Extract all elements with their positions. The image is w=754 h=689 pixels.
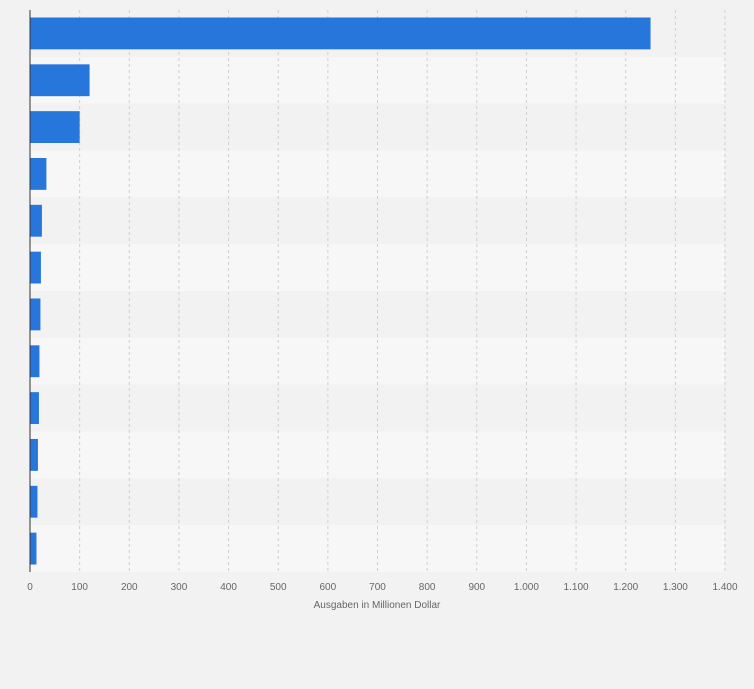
- x-tick-label: 1.100: [564, 582, 589, 593]
- x-tick-label: 1.000: [514, 582, 539, 593]
- x-tick-label: 1.300: [663, 582, 688, 593]
- x-tick-label: 1.400: [712, 582, 737, 593]
- x-tick-label: 500: [270, 582, 287, 593]
- x-axis-title: Ausgaben in Millionen Dollar: [314, 600, 441, 611]
- x-tick-label: 300: [171, 582, 188, 593]
- x-tick-label: 100: [71, 582, 88, 593]
- bars: [30, 17, 651, 565]
- x-tick-label: 600: [320, 582, 337, 593]
- bar: [30, 345, 40, 378]
- bar: [30, 392, 39, 425]
- x-tick-label: 0: [27, 582, 33, 593]
- bar: [30, 111, 80, 144]
- x-tick-label: 1.200: [613, 582, 638, 593]
- bar: [30, 438, 38, 471]
- gridlines: [79, 10, 726, 572]
- bar: [30, 485, 38, 518]
- x-tick-label: 700: [369, 582, 386, 593]
- x-tick-label: 900: [468, 582, 485, 593]
- x-tick-label: 200: [121, 582, 138, 593]
- bar: [30, 157, 47, 190]
- bar: [30, 204, 42, 237]
- bar: [30, 532, 37, 565]
- bar: [30, 17, 651, 50]
- bar: [30, 251, 41, 284]
- bar: [30, 298, 41, 331]
- x-tick-label: 400: [220, 582, 237, 593]
- bar: [30, 64, 90, 97]
- x-axis-ticks: 0 100 200 300 400 500 600 700 800 900 1.000 1.100 1.…: [27, 582, 738, 593]
- x-tick-label: 800: [419, 582, 436, 593]
